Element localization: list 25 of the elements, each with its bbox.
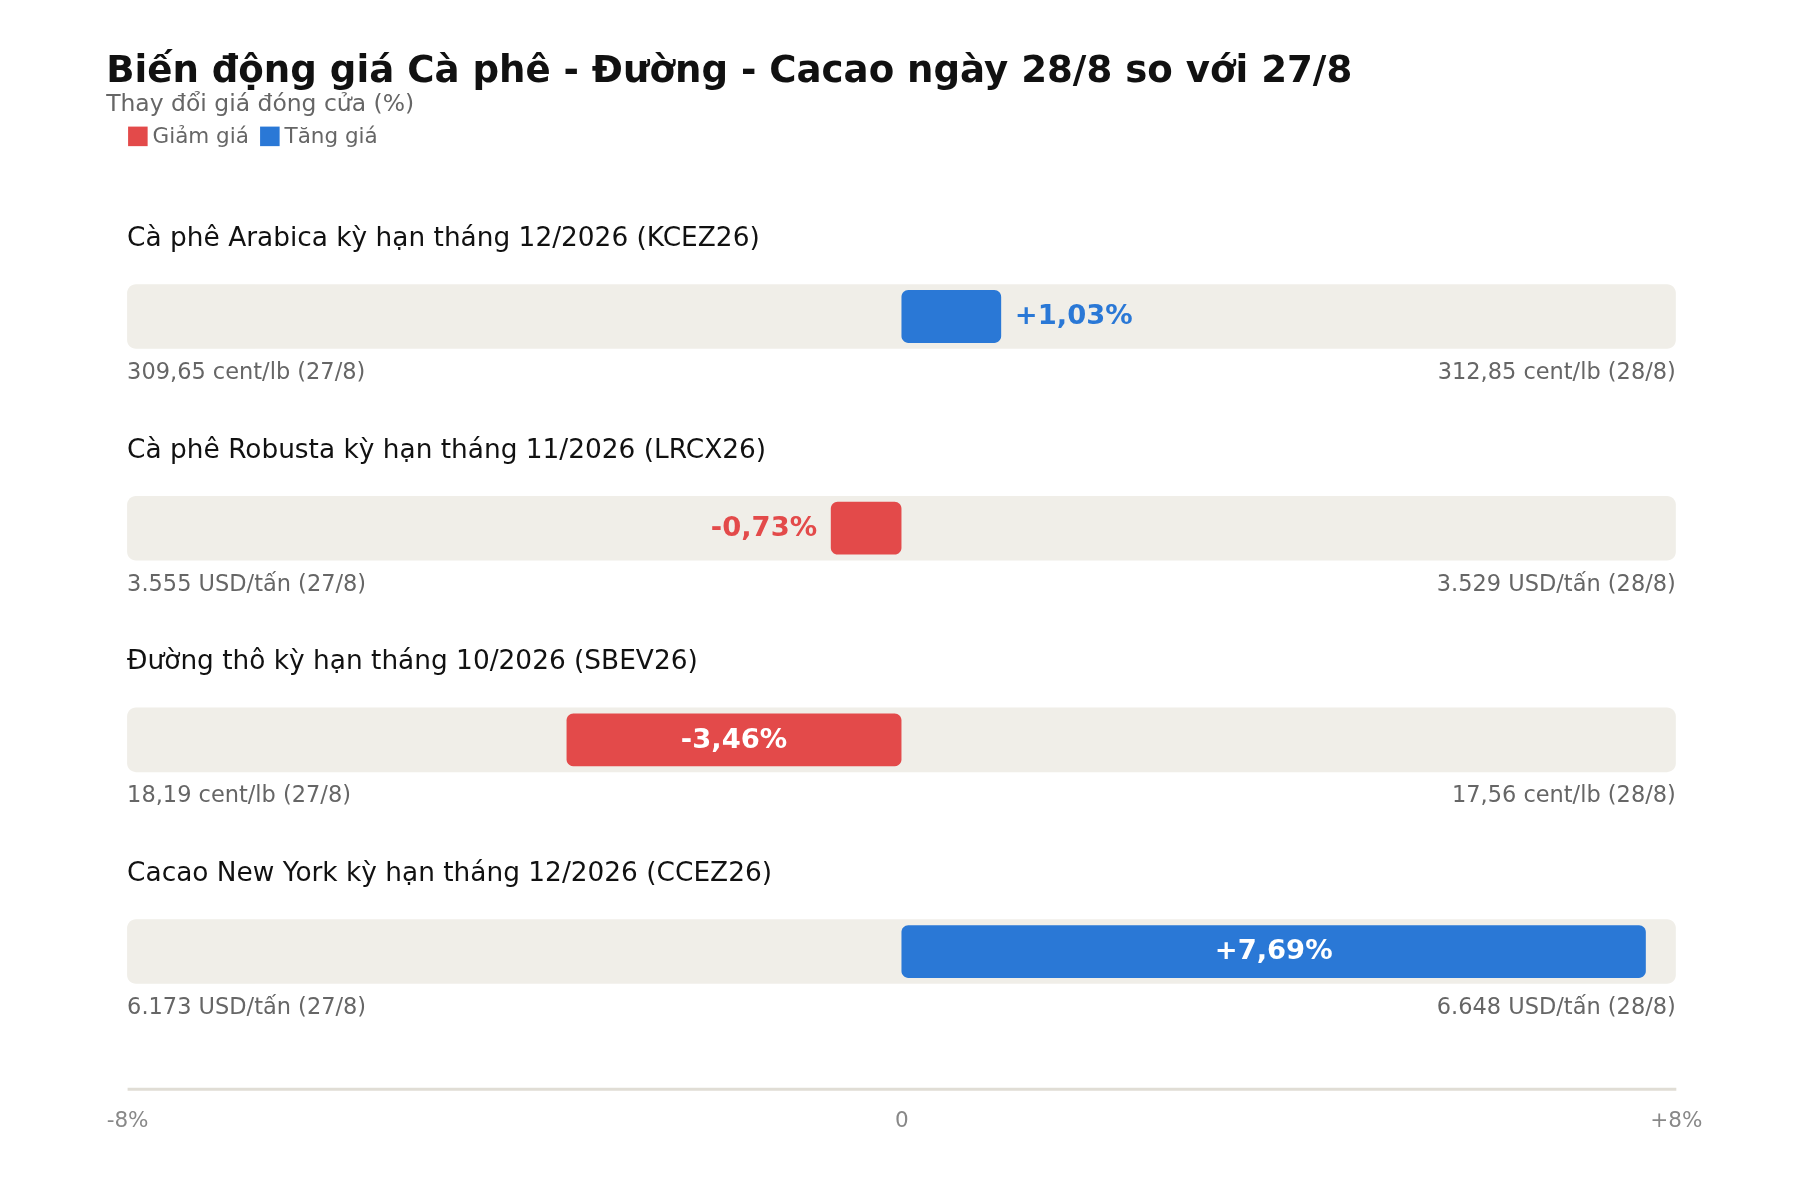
chart-title: Biến động giá Cà phê - Đường - Cacao ngày 28/8 so với 27/8 bbox=[106, 47, 1353, 91]
x-tick-label: 0 bbox=[895, 1107, 909, 1133]
data-label: -3,46% bbox=[680, 722, 788, 754]
annotation: 17,56 cent/lb (28/8) bbox=[1451, 781, 1676, 808]
bar bbox=[901, 290, 1002, 343]
data-label: +1,03% bbox=[1014, 299, 1133, 331]
data-label: -0,73% bbox=[710, 511, 818, 543]
text: 6.648 USD/tấn (28/8) bbox=[1436, 993, 1676, 1020]
annotation: 309,65 cent/lb (27/8) bbox=[127, 358, 366, 385]
bar bbox=[830, 501, 902, 555]
x-tick-label: -8% bbox=[106, 1107, 149, 1133]
legend-label: Tăng giá bbox=[283, 123, 378, 149]
y-tick-label: Cà phê Arabica kỳ hạn tháng 12/2026 (KCEZ26) bbox=[127, 222, 760, 253]
y-tick-label: Cà phê Robusta kỳ hạn tháng 11/2026 (LRCX26) bbox=[127, 433, 767, 464]
y-tick-label: Cacao New York kỳ hạn tháng 12/2026 (CCEZ26) bbox=[127, 857, 772, 888]
text: 6.173 USD/tấn (27/8) bbox=[127, 993, 367, 1020]
annotation: 3.555 USD/tấn (27/8) bbox=[127, 569, 367, 596]
y-tick-label: Đường thô kỳ hạn tháng 10/2026 (SBEV26) bbox=[127, 645, 698, 676]
x-tick-label: +8% bbox=[1650, 1107, 1703, 1133]
annotation: 3.529 USD/tấn (28/8) bbox=[1436, 569, 1676, 596]
annotation: 18,19 cent/lb (27/8) bbox=[127, 781, 352, 808]
data-label: +7,69% bbox=[1214, 934, 1333, 966]
legend-label: Giảm giá bbox=[152, 123, 249, 149]
bar bbox=[566, 713, 902, 767]
annotation: 312,85 cent/lb (28/8) bbox=[1437, 358, 1676, 385]
